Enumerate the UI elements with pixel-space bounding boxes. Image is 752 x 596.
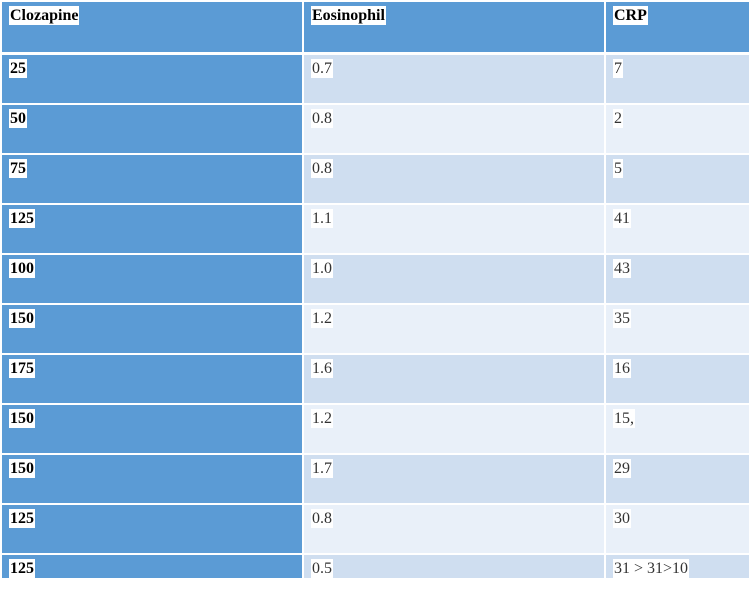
cell-value: 125: [9, 559, 35, 578]
table-row: 125 0.5 31 > 31>10: [2, 555, 749, 580]
table-row: 25 0.7 7: [2, 55, 749, 105]
cell-clozapine: 150: [2, 305, 304, 355]
cell-eosinophil: 1.7: [304, 455, 606, 505]
cell-value: 2: [613, 109, 623, 128]
header-eosinophil: Eosinophil: [304, 2, 606, 55]
cell-clozapine: 25: [2, 55, 304, 105]
cell-value: 16: [613, 359, 631, 378]
table-row: 150 1.2 35: [2, 305, 749, 355]
cell-crp: 35: [606, 305, 749, 355]
cell-value: 175: [9, 359, 35, 378]
table-row: 150 1.7 29: [2, 455, 749, 505]
table-row: 150 1.2 15,: [2, 405, 749, 455]
header-label: Eosinophil: [311, 6, 386, 25]
cell-clozapine: 150: [2, 405, 304, 455]
table-row: 50 0.8 2: [2, 105, 749, 155]
cell-value: 1.0: [311, 259, 333, 278]
cell-value: 1.7: [311, 459, 333, 478]
table-row: 175 1.6 16: [2, 355, 749, 405]
cell-value: 7: [613, 59, 623, 78]
cell-eosinophil: 0.8: [304, 105, 606, 155]
cell-crp: 16: [606, 355, 749, 405]
cell-eosinophil: 0.7: [304, 55, 606, 105]
cell-value: 1.1: [311, 209, 333, 228]
cell-crp: 7: [606, 55, 749, 105]
cell-value: 150: [9, 409, 35, 428]
cell-value: 1.6: [311, 359, 333, 378]
cell-value: 30: [613, 509, 631, 528]
cell-value: 35: [613, 309, 631, 328]
header-label: CRP: [613, 6, 648, 25]
header-clozapine: Clozapine: [2, 2, 304, 55]
cell-value: 0.7: [311, 59, 333, 78]
data-table: Clozapine Eosinophil CRP 25 0.7 7 50 0.8…: [2, 2, 749, 580]
cell-value: 0.5: [311, 559, 333, 578]
table-row: 125 0.8 30: [2, 505, 749, 555]
cell-clozapine: 100: [2, 255, 304, 305]
cell-value: 75: [9, 159, 27, 178]
header-label: Clozapine: [9, 6, 80, 25]
cell-crp: 43: [606, 255, 749, 305]
cell-value: 125: [9, 509, 35, 528]
cell-value: 0.8: [311, 509, 333, 528]
cell-crp: 31 > 31>10: [606, 555, 749, 580]
table-row: 100 1.0 43: [2, 255, 749, 305]
cell-value: 150: [9, 309, 35, 328]
cell-crp: 15,: [606, 405, 749, 455]
cell-clozapine: 50: [2, 105, 304, 155]
table-row: 125 1.1 41: [2, 205, 749, 255]
cell-eosinophil: 1.2: [304, 305, 606, 355]
cell-value: 0.8: [311, 159, 333, 178]
cell-value: 0.8: [311, 109, 333, 128]
cell-eosinophil: 1.6: [304, 355, 606, 405]
cell-clozapine: 125: [2, 555, 304, 580]
header-crp: CRP: [606, 2, 749, 55]
cell-value: 29: [613, 459, 631, 478]
cell-crp: 29: [606, 455, 749, 505]
cell-value: 43: [613, 259, 631, 278]
cell-crp: 30: [606, 505, 749, 555]
cell-clozapine: 75: [2, 155, 304, 205]
cell-clozapine: 175: [2, 355, 304, 405]
cell-value: 25: [9, 59, 27, 78]
cell-eosinophil: 0.8: [304, 505, 606, 555]
cell-eosinophil: 0.8: [304, 155, 606, 205]
cell-clozapine: 125: [2, 205, 304, 255]
cell-crp: 41: [606, 205, 749, 255]
cell-value: 1.2: [311, 409, 333, 428]
cell-eosinophil: 1.0: [304, 255, 606, 305]
cell-value: 1.2: [311, 309, 333, 328]
cell-value: 100: [9, 259, 35, 278]
cell-value: 31 > 31>10: [613, 559, 690, 578]
cell-value: 15,: [613, 409, 635, 428]
cell-crp: 2: [606, 105, 749, 155]
cell-value: 5: [613, 159, 623, 178]
cell-value: 150: [9, 459, 35, 478]
header-row: Clozapine Eosinophil CRP: [2, 2, 749, 55]
cell-clozapine: 125: [2, 505, 304, 555]
cell-eosinophil: 1.2: [304, 405, 606, 455]
table-row: 75 0.8 5: [2, 155, 749, 205]
cell-clozapine: 150: [2, 455, 304, 505]
cell-eosinophil: 0.5: [304, 555, 606, 580]
cell-crp: 5: [606, 155, 749, 205]
cell-value: 41: [613, 209, 631, 228]
cell-eosinophil: 1.1: [304, 205, 606, 255]
cell-value: 125: [9, 209, 35, 228]
cell-value: 50: [9, 109, 27, 128]
